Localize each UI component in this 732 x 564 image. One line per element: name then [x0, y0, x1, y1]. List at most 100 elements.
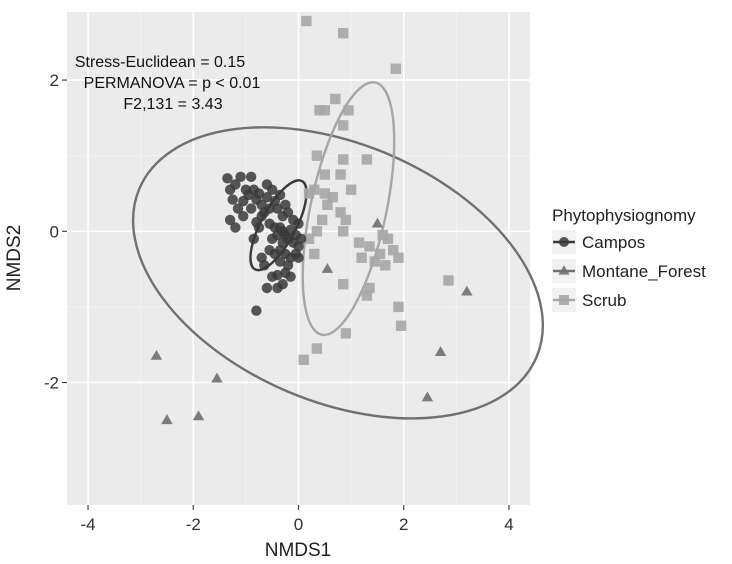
campos-point	[253, 188, 265, 199]
campos-point	[282, 207, 294, 218]
annotation-stress: Stress-Euclidean = 0.15	[75, 54, 245, 71]
data-points	[150, 15, 473, 425]
campos-point	[277, 279, 288, 290]
scrub-point	[322, 199, 333, 211]
scrub-point	[390, 63, 402, 74]
campos-point	[245, 203, 257, 214]
ellipse-scrub	[301, 81, 396, 337]
scrub-point	[311, 150, 323, 161]
annotation-f-statistic: F2,131 = 3.43	[123, 96, 222, 113]
campos-point	[256, 252, 267, 263]
scrub-point	[303, 233, 315, 245]
campos-point	[264, 203, 275, 214]
campos-point	[251, 305, 262, 316]
scrub-point	[335, 169, 346, 180]
y-tick-label: -2	[44, 374, 59, 393]
montane_forest-point	[192, 410, 205, 421]
campos-point	[293, 252, 304, 263]
annotation-permanova: PERMANOVA = p < 0.01	[84, 75, 261, 92]
annotation-block: Stress-Euclidean = 0.15 PERMANOVA = p < …	[75, 54, 261, 113]
campos-point	[243, 189, 254, 201]
scrub-point	[393, 301, 404, 313]
montane_forest-point	[461, 285, 473, 296]
scrub-point	[314, 105, 325, 116]
legend-key-marker	[559, 295, 569, 305]
scrub-point	[338, 279, 349, 290]
y-tick-label: 0	[50, 222, 59, 241]
y-axis-title: NMDS2	[4, 225, 25, 292]
campos-point	[227, 194, 238, 205]
montane_forest-point	[211, 372, 223, 383]
scrub-point	[319, 188, 331, 199]
legend-key-marker	[558, 265, 570, 275]
campos-point	[285, 271, 296, 282]
scrub-point	[364, 282, 375, 294]
x-tick-label: -2	[186, 515, 201, 534]
legend-title: Phytophysiognomy	[552, 206, 696, 225]
scrub-point	[380, 260, 391, 271]
scrub-point	[377, 229, 388, 241]
legend-key-marker	[559, 237, 569, 247]
campos-point	[295, 233, 307, 245]
ellipse-montane_forest	[131, 126, 545, 420]
scrub-point	[393, 252, 404, 263]
campos-point	[230, 179, 241, 190]
campos-point	[272, 269, 283, 281]
x-tick-label: -4	[80, 515, 95, 534]
x-tick-label: 0	[294, 515, 303, 534]
campos-point	[264, 244, 275, 256]
x-axis-title: NMDS1	[265, 540, 332, 561]
scrub-point	[327, 192, 338, 203]
scrub-point	[330, 93, 341, 105]
legend: Phytophysiognomy Campos Montane_Forest Scr…	[552, 206, 706, 312]
campos-point	[224, 214, 236, 226]
campos-point	[230, 222, 241, 233]
major-gridlines	[67, 12, 530, 505]
scrub-point	[319, 169, 331, 180]
legend-label-campos: Campos	[582, 233, 645, 252]
campos-point	[272, 203, 283, 214]
campos-point	[235, 171, 246, 183]
scrub-point	[316, 214, 328, 226]
montane_forest-point	[421, 391, 434, 402]
x-tick-label: 4	[504, 515, 513, 534]
scrub-point	[340, 214, 352, 226]
scrub-point	[361, 154, 373, 165]
scrub-point	[361, 290, 373, 301]
campos-point	[261, 192, 273, 203]
scrub-point	[374, 248, 386, 260]
axis-tick-labels: -4 -2 0 2 4 -2 0 2	[44, 71, 514, 534]
campos-point	[253, 222, 265, 233]
scrub-point	[343, 105, 354, 116]
campos-point	[222, 173, 233, 184]
scrub-point	[364, 241, 375, 252]
scrub-point	[382, 233, 394, 245]
scrub-point	[395, 320, 407, 331]
scrub-point	[298, 354, 309, 366]
scrub-point	[369, 256, 380, 267]
campos-point	[245, 171, 257, 183]
legend-label-scrub: Scrub	[582, 291, 626, 310]
campos-point	[266, 233, 278, 245]
montane_forest-point	[150, 349, 163, 360]
scrub-point	[338, 120, 349, 131]
campos-point	[261, 179, 273, 190]
montane_forest-point	[371, 217, 384, 228]
campos-point	[248, 233, 259, 245]
scrub-point	[353, 237, 365, 248]
scrub-point	[345, 184, 357, 195]
montane_forest-point	[321, 262, 334, 273]
campos-point	[274, 189, 286, 201]
campos-point	[238, 210, 249, 222]
scrub-point	[356, 252, 367, 263]
scrub-point	[309, 248, 320, 260]
scrub-point	[338, 27, 349, 39]
scrub-point	[338, 154, 349, 165]
scrub-point	[301, 15, 312, 27]
montane_forest-point	[161, 414, 173, 425]
scrub-point	[335, 207, 346, 218]
x-tick-label: 2	[399, 515, 408, 534]
campos-point	[261, 282, 273, 294]
campos-point	[293, 218, 304, 229]
